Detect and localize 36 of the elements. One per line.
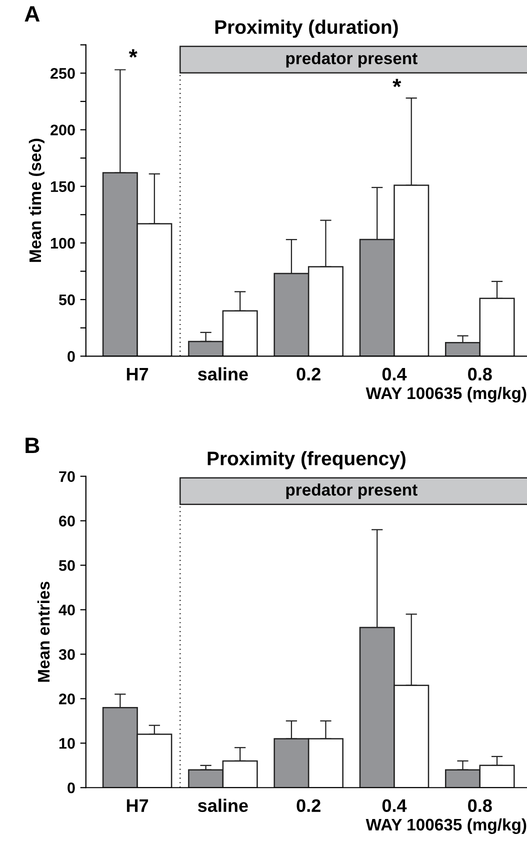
chart-title: Proximity (frequency) bbox=[208, 451, 406, 470]
annotation: * bbox=[128, 49, 138, 58]
x-tick-label: 0.8 bbox=[468, 368, 492, 381]
band-label: predator present bbox=[286, 483, 418, 500]
y-tick-label: 50 bbox=[58, 294, 75, 306]
y-tick-label: 100 bbox=[50, 238, 75, 249]
y-tick-label: 10 bbox=[59, 738, 75, 749]
x-tick-label: 0.8 bbox=[468, 799, 492, 812]
band-label: predator present bbox=[286, 52, 418, 68]
text: A bbox=[24, 6, 40, 22]
x-axis-title: WAY 100635 (mg/kg) bbox=[366, 386, 526, 402]
x-tick-label: 0.4 bbox=[382, 368, 407, 381]
y-tick-label: 70 bbox=[59, 471, 75, 482]
y-tick-label: 0 bbox=[68, 782, 75, 794]
y-tick-label: 20 bbox=[59, 694, 75, 704]
y-axis-title: Mean time (sec) bbox=[28, 138, 44, 262]
text: B bbox=[26, 438, 40, 454]
y-tick-label: 150 bbox=[50, 181, 75, 192]
y-tick-label: 60 bbox=[59, 516, 75, 526]
x-tick-label: 0.2 bbox=[296, 799, 320, 812]
y-axis-title: Mean entries bbox=[37, 582, 50, 682]
y-tick-label: 30 bbox=[58, 649, 75, 660]
x-axis-title: WAY 100635 (mg/kg) bbox=[366, 818, 526, 834]
x-tick-label: saline bbox=[198, 798, 248, 812]
y-tick-label: 50 bbox=[58, 560, 75, 571]
y-tick-label: 0 bbox=[68, 351, 75, 362]
chart-title: Proximity (duration) bbox=[215, 20, 398, 38]
y-tick-label: 250 bbox=[50, 68, 75, 79]
x-tick-label: 0.4 bbox=[382, 799, 407, 812]
x-tick-label: saline bbox=[198, 367, 248, 381]
x-tick-label: H7 bbox=[126, 368, 148, 380]
x-tick-label: H7 bbox=[126, 799, 148, 812]
y-tick-label: 40 bbox=[58, 604, 75, 616]
annotation: * bbox=[392, 78, 402, 88]
x-tick-label: 0.2 bbox=[296, 368, 320, 381]
y-tick-label: 200 bbox=[50, 124, 75, 136]
